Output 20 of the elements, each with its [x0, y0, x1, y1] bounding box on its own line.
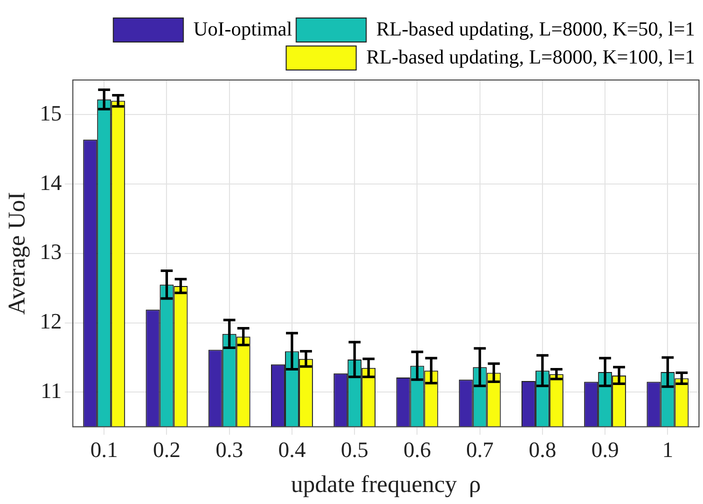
x-tick-label: 0.8: [528, 436, 556, 462]
x-tick-label: 0.1: [90, 436, 118, 462]
y-tick-label: 14: [40, 170, 62, 195]
y-tick-label: 13: [40, 239, 62, 264]
legend-label: UoI-optimal: [193, 18, 293, 40]
y-tick-label: 12: [40, 308, 62, 334]
x-tick-label: 0.4: [278, 436, 306, 462]
y-tick-label: 11: [40, 378, 62, 403]
x-axis-title: update frequency ρ: [290, 472, 481, 498]
x-tick-label: 0.6: [403, 436, 431, 462]
x-tick-label: 0.5: [340, 436, 368, 462]
legend-label: RL-based updating, L=8000, K=50, l=1: [376, 18, 696, 40]
y-axis-title: Average UoI: [4, 192, 31, 315]
legend-label: RL-based updating, L=8000, K=100, l=1: [366, 46, 696, 68]
x-tick-label: 0.7: [466, 436, 494, 462]
x-tick-label: 1: [662, 436, 674, 462]
x-tick-label: 0.9: [591, 436, 619, 462]
y-tick-label: 15: [40, 100, 62, 126]
x-tick-label: 0.3: [216, 436, 244, 462]
x-tick-label: 0.2: [152, 436, 180, 462]
